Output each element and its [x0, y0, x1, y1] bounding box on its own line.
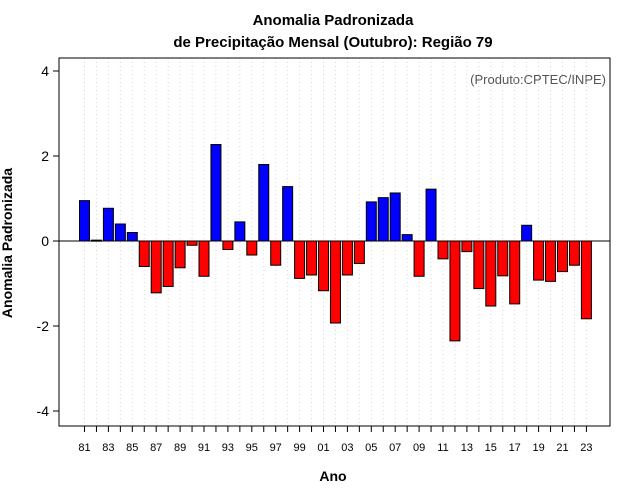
x-tick-label: 15 — [485, 442, 497, 454]
y-tick-label: -2 — [37, 318, 50, 334]
bar-11 — [437, 240, 449, 260]
x-tick-label: 13 — [461, 442, 473, 454]
bar-82 — [90, 239, 102, 242]
x-tick-label: 89 — [174, 442, 186, 454]
bar-22 — [568, 240, 580, 266]
bar-20 — [545, 240, 557, 282]
bar-81 — [79, 200, 90, 242]
x-tick-label: 81 — [78, 442, 90, 454]
y-tick-label: 2 — [41, 148, 49, 164]
bar-85 — [126, 232, 138, 242]
bar-91 — [198, 240, 210, 277]
x-tick-label: 17 — [509, 442, 521, 454]
bar-15 — [485, 240, 497, 307]
x-tick-label: 05 — [365, 442, 377, 454]
x-tick-label: 11 — [437, 442, 448, 454]
bar-02 — [329, 240, 341, 324]
y-axis-label: Anomalia Padronizada — [0, 168, 15, 318]
y-tick-label: 4 — [41, 63, 49, 79]
bar-83 — [102, 207, 114, 242]
bar-87 — [150, 240, 162, 294]
bar-84 — [114, 223, 126, 242]
bar-01 — [318, 240, 329, 292]
x-tick-label: 21 — [556, 442, 568, 454]
bar-05 — [365, 201, 377, 242]
x-tick-label: 99 — [293, 442, 305, 454]
bar-89 — [174, 240, 186, 269]
x-axis-label: Ano — [319, 468, 346, 484]
bar-00 — [306, 240, 318, 276]
bar-13 — [461, 240, 473, 253]
x-tick-label: 23 — [580, 442, 592, 454]
bar-07 — [389, 192, 401, 242]
bar-94 — [234, 221, 246, 242]
bar-88 — [162, 240, 174, 287]
bar-96 — [258, 164, 270, 242]
x-tick-label: 97 — [270, 442, 282, 454]
bar-95 — [246, 240, 258, 256]
x-tick-label: 09 — [413, 442, 425, 454]
bar-97 — [270, 240, 282, 266]
bar-08 — [401, 234, 413, 242]
bar-06 — [377, 197, 389, 242]
bar-21 — [557, 240, 568, 273]
x-tick-label: 83 — [102, 442, 114, 454]
y-tick-label: 0 — [41, 233, 49, 249]
bar-18 — [521, 224, 533, 242]
bar-03 — [341, 240, 353, 276]
bar-90 — [186, 240, 198, 246]
bar-10 — [425, 188, 437, 242]
bar-14 — [473, 240, 485, 290]
bar-04 — [353, 240, 365, 265]
bar-98 — [282, 186, 294, 242]
product-credit: (Produto:CPTEC/INPE) — [470, 72, 606, 87]
bar-16 — [497, 240, 509, 277]
x-tick-label: 03 — [341, 442, 353, 454]
x-tick-label: 19 — [532, 442, 544, 454]
y-tick-label: -4 — [37, 403, 50, 419]
x-tick-label: 95 — [246, 442, 258, 454]
bar-19 — [533, 240, 545, 281]
x-tick-label: 01 — [317, 442, 329, 454]
bar-93 — [222, 240, 234, 250]
bar-23 — [580, 240, 592, 320]
x-axis: 81 83 85 87 89 91 93 95 97 99 01 03 05 07 09 11 13 15 17 19… — [78, 426, 593, 454]
chart-title: Anomalia Padronizada — [253, 12, 415, 29]
x-tick-label: 07 — [389, 442, 401, 454]
x-tick-label: 85 — [126, 442, 138, 454]
bar-09 — [413, 240, 425, 277]
x-tick-label: 93 — [222, 442, 234, 454]
bar-99 — [294, 240, 306, 279]
x-tick-label: 87 — [150, 442, 162, 454]
x-tick-label: 91 — [198, 442, 210, 454]
chart-subtitle: de Precipitação Mensal (Outubro): Região… — [173, 34, 492, 51]
y-axis: -4 -2 0 2 4 — [37, 63, 59, 419]
bar-92 — [210, 144, 222, 242]
plot-frame — [58, 57, 611, 427]
bar-86 — [138, 240, 150, 267]
bar-12 — [449, 240, 461, 342]
bar-17 — [509, 240, 521, 305]
bars — [79, 144, 592, 342]
